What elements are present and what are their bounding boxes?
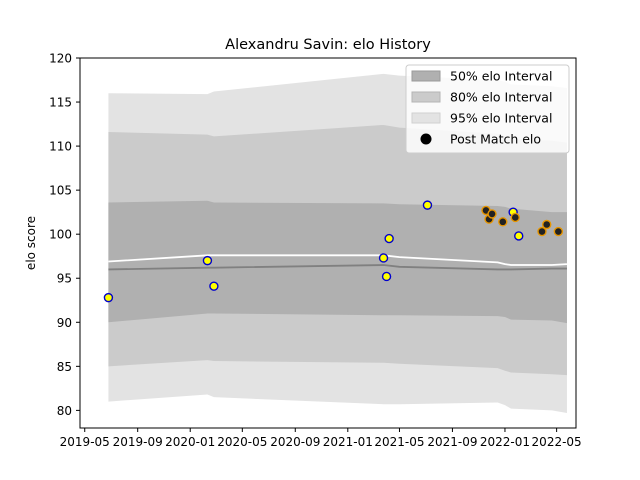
y-tick-label-6: 110: [49, 140, 72, 154]
legend-swatch-0: [411, 70, 441, 82]
post-match-point-14: [537, 226, 547, 237]
chart-title: Alexandru Savin: elo History: [225, 37, 431, 53]
y-tick-label-5: 105: [49, 184, 72, 198]
legend-label-3: Post Match elo: [450, 132, 541, 147]
y-tick-label-0: 80: [57, 404, 72, 418]
post-match-point-6: [422, 200, 433, 210]
post-match-point-0: [103, 292, 114, 303]
legend-label-0: 50% elo Interval: [450, 69, 552, 84]
post-match-point-12: [510, 212, 520, 223]
legend-label-1: 80% elo Interval: [450, 90, 552, 105]
post-match-point-9: [487, 209, 497, 219]
legend-swatch-1: [411, 91, 441, 103]
post-match-point-13: [514, 231, 524, 241]
post-match-point-1: [202, 255, 213, 266]
median-line: [108, 264, 567, 271]
y-tick-label-2: 90: [57, 316, 72, 330]
x-tick-label-3: 2020-05: [217, 435, 267, 449]
x-tick-label-9: 2022-05: [532, 435, 582, 449]
post-match-point-15: [542, 219, 552, 230]
y-tick-label-3: 95: [57, 272, 72, 286]
post-match-points: [103, 200, 564, 303]
y-axis-ticks: 80 85 90 95 100 105 110 115 120: [49, 52, 80, 418]
post-match-point-10: [498, 217, 508, 227]
x-tick-label-6: 2021-05: [374, 435, 424, 449]
band-2: [108, 200, 567, 324]
legend-marker-3: [420, 133, 432, 145]
y-tick-label-1: 85: [57, 360, 72, 374]
post-match-point-16: [553, 226, 564, 237]
post-match-point-2: [209, 281, 219, 291]
post-match-point-5: [384, 233, 394, 244]
x-tick-label-2: 2020-01: [165, 435, 215, 449]
legend-box: [405, 64, 570, 154]
legend-swatch-2: [411, 112, 441, 124]
y-tick-label-7: 115: [49, 96, 72, 110]
legend-label-2: 95% elo Interval: [450, 111, 552, 126]
x-axis-ticks: 2019-05 2019-09 2020-01 2020-05 2020-09 2021-…: [60, 428, 582, 449]
x-tick-label-8: 2022-01: [480, 435, 530, 449]
y-tick-label-4: 100: [49, 228, 72, 242]
x-tick-label-1: 2019-09: [113, 435, 163, 449]
plot-frame: [79, 57, 577, 429]
confidence-bands: [108, 73, 567, 414]
x-tick-label-7: 2021-09: [427, 435, 477, 449]
x-tick-label-0: 2019-05: [60, 435, 110, 449]
post-match-point-3: [378, 253, 389, 263]
elo-lines: [108, 254, 568, 271]
post-match-point-4: [381, 271, 392, 282]
legend: 50% elo Interval 80% elo Interval 95% elo …: [405, 64, 570, 154]
x-tick-label-5: 2021-01: [323, 435, 373, 449]
y-tick-label-8: 120: [49, 52, 72, 66]
mean-line: [108, 254, 568, 266]
y-axis-label: elo score: [24, 216, 38, 270]
x-tick-label-4: 2020-09: [270, 435, 320, 449]
